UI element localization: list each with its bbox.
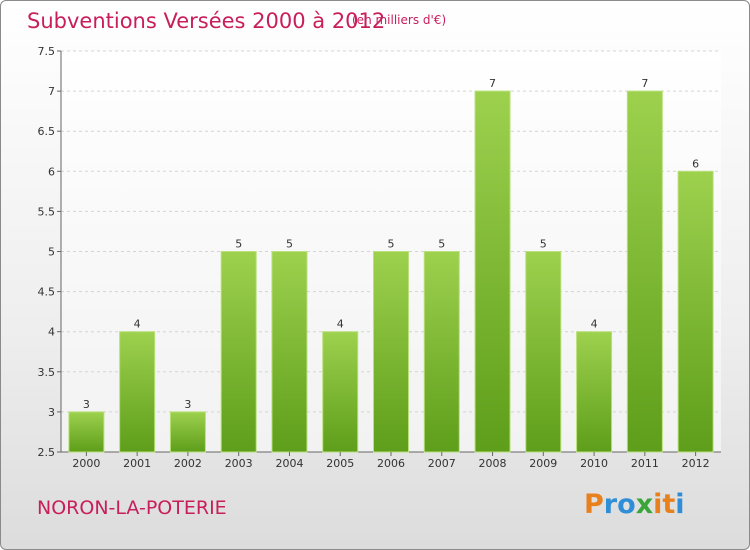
data-label: 7: [641, 77, 648, 90]
data-label: 4: [134, 318, 141, 331]
x-tick-label: 2009: [529, 457, 557, 470]
bar: [576, 331, 613, 453]
data-label: 4: [337, 318, 344, 331]
x-tick-label: 2004: [275, 457, 303, 470]
data-label: 5: [286, 238, 293, 251]
data-label: 5: [438, 238, 445, 251]
bar: [220, 251, 257, 453]
bar: [423, 251, 460, 453]
bar: [525, 251, 562, 453]
y-tick-label: 2.5: [38, 446, 56, 459]
bar: [169, 411, 206, 453]
x-tick-label: 2006: [377, 457, 405, 470]
y-tick-label: 6.5: [38, 125, 56, 138]
x-tick-label: 2002: [174, 457, 202, 470]
y-tick-label: 5: [48, 246, 55, 259]
y-tick-label: 7: [48, 85, 55, 98]
y-tick-label: 3: [48, 406, 55, 419]
y-tick-label: 6: [48, 165, 55, 178]
x-tick-label: 2008: [479, 457, 507, 470]
y-tick-label: 4: [48, 326, 55, 339]
data-label: 5: [540, 238, 547, 251]
logo-letter: o: [617, 489, 636, 520]
proxiti-logo: Proxiti: [584, 489, 685, 520]
bar: [68, 411, 105, 453]
bar: [677, 170, 714, 453]
x-tick-label: 2003: [225, 457, 253, 470]
x-tick-label: 2005: [326, 457, 354, 470]
x-tick-label: 2010: [580, 457, 608, 470]
data-label: 5: [235, 238, 242, 251]
logo-letter: i: [675, 489, 685, 520]
logo-letter: r: [603, 489, 618, 520]
data-label: 5: [388, 238, 395, 251]
bar: [322, 331, 359, 453]
x-tick-label: 2001: [123, 457, 151, 470]
x-tick-label: 2000: [72, 457, 100, 470]
bar: [119, 331, 156, 453]
data-label: 7: [489, 77, 496, 90]
data-label: 4: [591, 318, 598, 331]
data-label: 6: [692, 157, 699, 170]
x-tick-label: 2007: [428, 457, 456, 470]
logo-letter: x: [635, 489, 654, 520]
chart-title: Subventions Versées 2000 à 2012: [27, 9, 386, 33]
chart-subtitle: (en milliers d'€): [352, 13, 447, 27]
data-label: 3: [184, 398, 191, 411]
y-tick-label: 3.5: [38, 366, 56, 379]
y-tick-label: 5.5: [38, 205, 56, 218]
bar: [626, 90, 663, 453]
bar: [474, 90, 511, 453]
data-label: 3: [83, 398, 90, 411]
bar: [271, 251, 308, 453]
y-tick-label: 7.5: [38, 45, 56, 58]
x-tick-label: 2011: [631, 457, 659, 470]
location-name: NORON-LA-POTERIE: [37, 497, 227, 519]
y-tick-label: 4.5: [38, 286, 56, 299]
logo-letter: P: [584, 489, 604, 520]
logo-letter: i: [653, 489, 663, 520]
logo-letter: t: [662, 489, 676, 520]
x-tick-label: 2012: [682, 457, 710, 470]
bar: [373, 251, 409, 453]
